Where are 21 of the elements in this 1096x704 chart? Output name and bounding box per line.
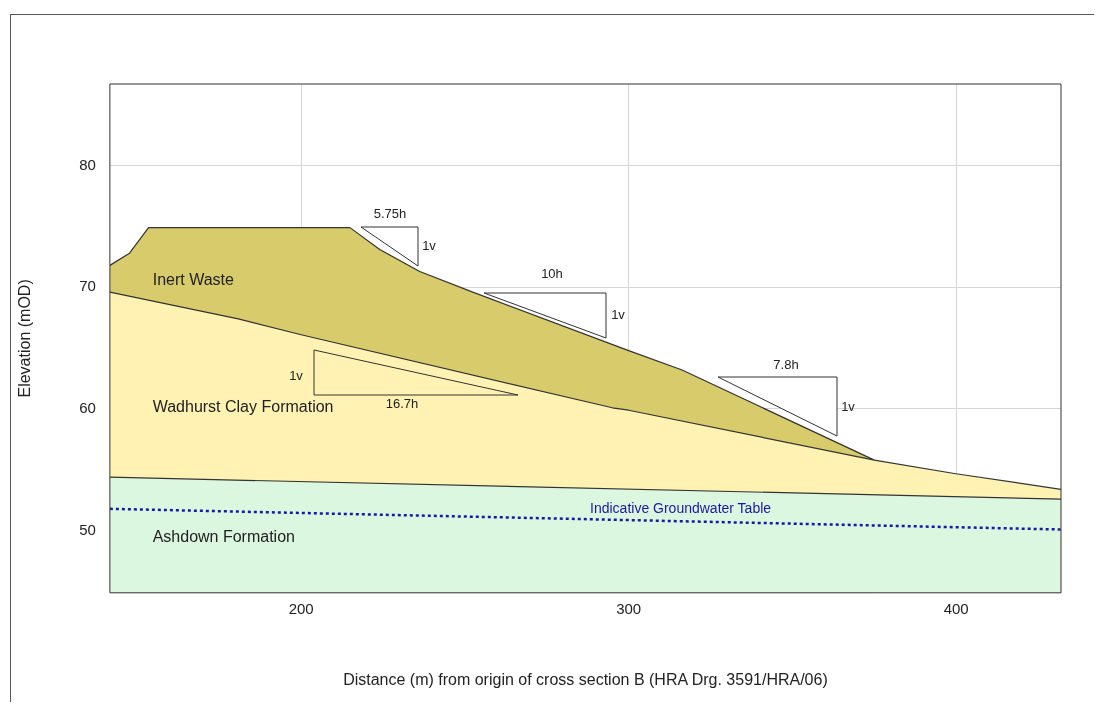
- y-tick-label: 70: [79, 277, 96, 295]
- y-axis-title: Elevation (mOD): [16, 279, 34, 398]
- annotation: 1v: [422, 238, 437, 254]
- annotation: 16.7h: [385, 396, 419, 412]
- x-tick-label: 400: [943, 599, 969, 617]
- series-label: Ashdown Formation: [152, 527, 295, 545]
- y-tick-label: 80: [79, 155, 96, 173]
- series-label: Wadhurst Clay Formation: [152, 398, 334, 416]
- series-label: Indicative Groundwater Table: [590, 500, 772, 517]
- annotation: 1v: [841, 399, 856, 415]
- annotation: 5.75h: [373, 206, 407, 222]
- x-axis-title: Distance (m) from origin of cross section B (HRA Drg. 3591/HRA/06): [343, 670, 828, 688]
- x-tick-label: 300: [616, 599, 642, 617]
- series-label: Inert Waste: [152, 271, 234, 289]
- annotation: 10h: [541, 266, 563, 282]
- x-tick-label: 200: [288, 599, 314, 617]
- annotation: 1v: [611, 307, 626, 323]
- y-tick-label: 50: [79, 520, 96, 538]
- annotation: 1v: [289, 368, 304, 384]
- annotation: 7.8h: [773, 357, 799, 373]
- y-tick-label: 60: [79, 399, 96, 417]
